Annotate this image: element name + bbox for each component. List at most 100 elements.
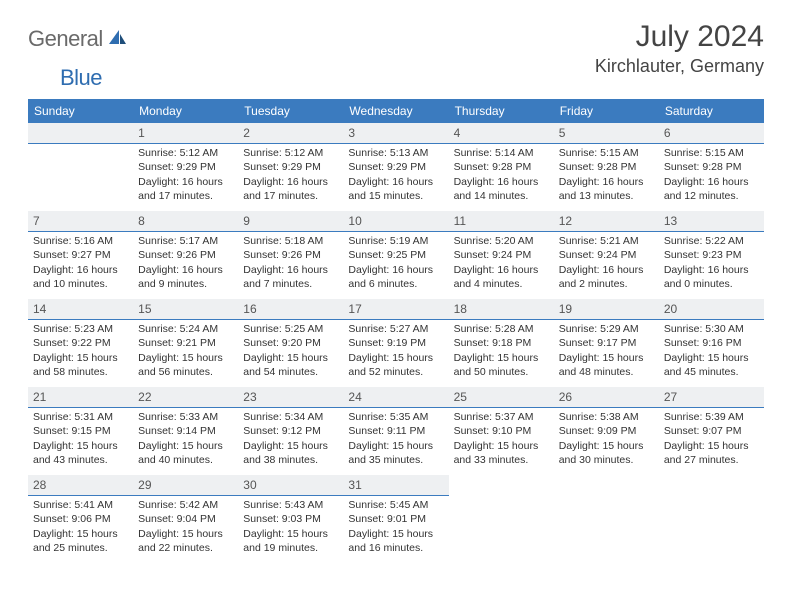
sunset-text: Sunset: 9:01 PM	[348, 512, 443, 526]
logo-text-blue: Blue	[60, 65, 102, 91]
calendar-day-cell: 29Sunrise: 5:42 AMSunset: 9:04 PMDayligh…	[133, 475, 238, 563]
daylight-text: Daylight: 16 hours and 9 minutes.	[138, 263, 233, 291]
day-number: 27	[659, 387, 764, 408]
day-details: Sunrise: 5:20 AMSunset: 9:24 PMDaylight:…	[449, 232, 554, 295]
sunrise-text: Sunrise: 5:31 AM	[33, 410, 128, 424]
sunrise-text: Sunrise: 5:27 AM	[348, 322, 443, 336]
day-number: 31	[343, 475, 448, 496]
sunset-text: Sunset: 9:29 PM	[348, 160, 443, 174]
daylight-text: Daylight: 15 hours and 40 minutes.	[138, 439, 233, 467]
sunrise-text: Sunrise: 5:13 AM	[348, 146, 443, 160]
sunrise-text: Sunrise: 5:42 AM	[138, 498, 233, 512]
day-number: 17	[343, 299, 448, 320]
day-details: Sunrise: 5:12 AMSunset: 9:29 PMDaylight:…	[133, 144, 238, 207]
logo-text-general: General	[28, 26, 103, 52]
sunrise-text: Sunrise: 5:29 AM	[559, 322, 654, 336]
day-details: Sunrise: 5:15 AMSunset: 9:28 PMDaylight:…	[659, 144, 764, 207]
day-number: 18	[449, 299, 554, 320]
calendar-day-cell: 27Sunrise: 5:39 AMSunset: 9:07 PMDayligh…	[659, 387, 764, 475]
calendar-day-cell: 11Sunrise: 5:20 AMSunset: 9:24 PMDayligh…	[449, 211, 554, 299]
day-number: 25	[449, 387, 554, 408]
day-number: 7	[28, 211, 133, 232]
calendar-day-cell: 8Sunrise: 5:17 AMSunset: 9:26 PMDaylight…	[133, 211, 238, 299]
calendar-day-cell: 12Sunrise: 5:21 AMSunset: 9:24 PMDayligh…	[554, 211, 659, 299]
sunrise-text: Sunrise: 5:35 AM	[348, 410, 443, 424]
weekday-header: Saturday	[659, 99, 764, 123]
day-details: Sunrise: 5:17 AMSunset: 9:26 PMDaylight:…	[133, 232, 238, 295]
daylight-text: Daylight: 15 hours and 50 minutes.	[454, 351, 549, 379]
calendar-day-cell: 25Sunrise: 5:37 AMSunset: 9:10 PMDayligh…	[449, 387, 554, 475]
daylight-text: Daylight: 15 hours and 58 minutes.	[33, 351, 128, 379]
month-title: July 2024	[595, 20, 764, 54]
day-details: Sunrise: 5:13 AMSunset: 9:29 PMDaylight:…	[343, 144, 448, 207]
daylight-text: Daylight: 15 hours and 38 minutes.	[243, 439, 338, 467]
sunrise-text: Sunrise: 5:24 AM	[138, 322, 233, 336]
day-number-row-empty	[28, 123, 133, 144]
daylight-text: Daylight: 15 hours and 48 minutes.	[559, 351, 654, 379]
sunrise-text: Sunrise: 5:20 AM	[454, 234, 549, 248]
day-number: 14	[28, 299, 133, 320]
sunset-text: Sunset: 9:17 PM	[559, 336, 654, 350]
calendar-header-row: SundayMondayTuesdayWednesdayThursdayFrid…	[28, 99, 764, 123]
day-details: Sunrise: 5:28 AMSunset: 9:18 PMDaylight:…	[449, 320, 554, 383]
sunset-text: Sunset: 9:25 PM	[348, 248, 443, 262]
day-number: 30	[238, 475, 343, 496]
sunrise-text: Sunrise: 5:33 AM	[138, 410, 233, 424]
day-number: 10	[343, 211, 448, 232]
day-details: Sunrise: 5:43 AMSunset: 9:03 PMDaylight:…	[238, 496, 343, 559]
sunset-text: Sunset: 9:20 PM	[243, 336, 338, 350]
day-number: 4	[449, 123, 554, 144]
sunset-text: Sunset: 9:26 PM	[243, 248, 338, 262]
calendar-week-row: 21Sunrise: 5:31 AMSunset: 9:15 PMDayligh…	[28, 387, 764, 475]
sunset-text: Sunset: 9:14 PM	[138, 424, 233, 438]
calendar-day-cell: 23Sunrise: 5:34 AMSunset: 9:12 PMDayligh…	[238, 387, 343, 475]
daylight-text: Daylight: 16 hours and 0 minutes.	[664, 263, 759, 291]
daylight-text: Daylight: 15 hours and 22 minutes.	[138, 527, 233, 555]
day-number: 15	[133, 299, 238, 320]
calendar-day-cell: 6Sunrise: 5:15 AMSunset: 9:28 PMDaylight…	[659, 123, 764, 211]
day-number: 21	[28, 387, 133, 408]
sunrise-text: Sunrise: 5:23 AM	[33, 322, 128, 336]
daylight-text: Daylight: 15 hours and 52 minutes.	[348, 351, 443, 379]
sunset-text: Sunset: 9:10 PM	[454, 424, 549, 438]
weekday-header: Sunday	[28, 99, 133, 123]
day-number: 8	[133, 211, 238, 232]
weekday-header: Tuesday	[238, 99, 343, 123]
sunset-text: Sunset: 9:21 PM	[138, 336, 233, 350]
daylight-text: Daylight: 15 hours and 56 minutes.	[138, 351, 233, 379]
sunrise-text: Sunrise: 5:16 AM	[33, 234, 128, 248]
day-details: Sunrise: 5:24 AMSunset: 9:21 PMDaylight:…	[133, 320, 238, 383]
brand-logo: General	[28, 20, 129, 52]
day-details: Sunrise: 5:16 AMSunset: 9:27 PMDaylight:…	[28, 232, 133, 295]
day-details: Sunrise: 5:41 AMSunset: 9:06 PMDaylight:…	[28, 496, 133, 559]
sunrise-text: Sunrise: 5:30 AM	[664, 322, 759, 336]
daylight-text: Daylight: 16 hours and 4 minutes.	[454, 263, 549, 291]
sunset-text: Sunset: 9:18 PM	[454, 336, 549, 350]
calendar-week-row: 7Sunrise: 5:16 AMSunset: 9:27 PMDaylight…	[28, 211, 764, 299]
daylight-text: Daylight: 15 hours and 54 minutes.	[243, 351, 338, 379]
location-label: Kirchlauter, Germany	[595, 56, 764, 77]
sunrise-text: Sunrise: 5:18 AM	[243, 234, 338, 248]
day-number: 16	[238, 299, 343, 320]
day-details: Sunrise: 5:29 AMSunset: 9:17 PMDaylight:…	[554, 320, 659, 383]
sunset-text: Sunset: 9:26 PM	[138, 248, 233, 262]
day-number: 23	[238, 387, 343, 408]
sunset-text: Sunset: 9:12 PM	[243, 424, 338, 438]
weekday-header: Thursday	[449, 99, 554, 123]
day-number: 12	[554, 211, 659, 232]
sunrise-text: Sunrise: 5:21 AM	[559, 234, 654, 248]
calendar-day-cell: 1Sunrise: 5:12 AMSunset: 9:29 PMDaylight…	[133, 123, 238, 211]
sunset-text: Sunset: 9:29 PM	[138, 160, 233, 174]
day-number: 11	[449, 211, 554, 232]
calendar-day-cell: 28Sunrise: 5:41 AMSunset: 9:06 PMDayligh…	[28, 475, 133, 563]
sunset-text: Sunset: 9:29 PM	[243, 160, 338, 174]
calendar-day-cell: 16Sunrise: 5:25 AMSunset: 9:20 PMDayligh…	[238, 299, 343, 387]
day-details: Sunrise: 5:12 AMSunset: 9:29 PMDaylight:…	[238, 144, 343, 207]
sunrise-text: Sunrise: 5:41 AM	[33, 498, 128, 512]
sunset-text: Sunset: 9:28 PM	[664, 160, 759, 174]
calendar-day-cell: 19Sunrise: 5:29 AMSunset: 9:17 PMDayligh…	[554, 299, 659, 387]
sunset-text: Sunset: 9:04 PM	[138, 512, 233, 526]
sunrise-text: Sunrise: 5:14 AM	[454, 146, 549, 160]
calendar-day-cell: 5Sunrise: 5:15 AMSunset: 9:28 PMDaylight…	[554, 123, 659, 211]
day-number: 9	[238, 211, 343, 232]
